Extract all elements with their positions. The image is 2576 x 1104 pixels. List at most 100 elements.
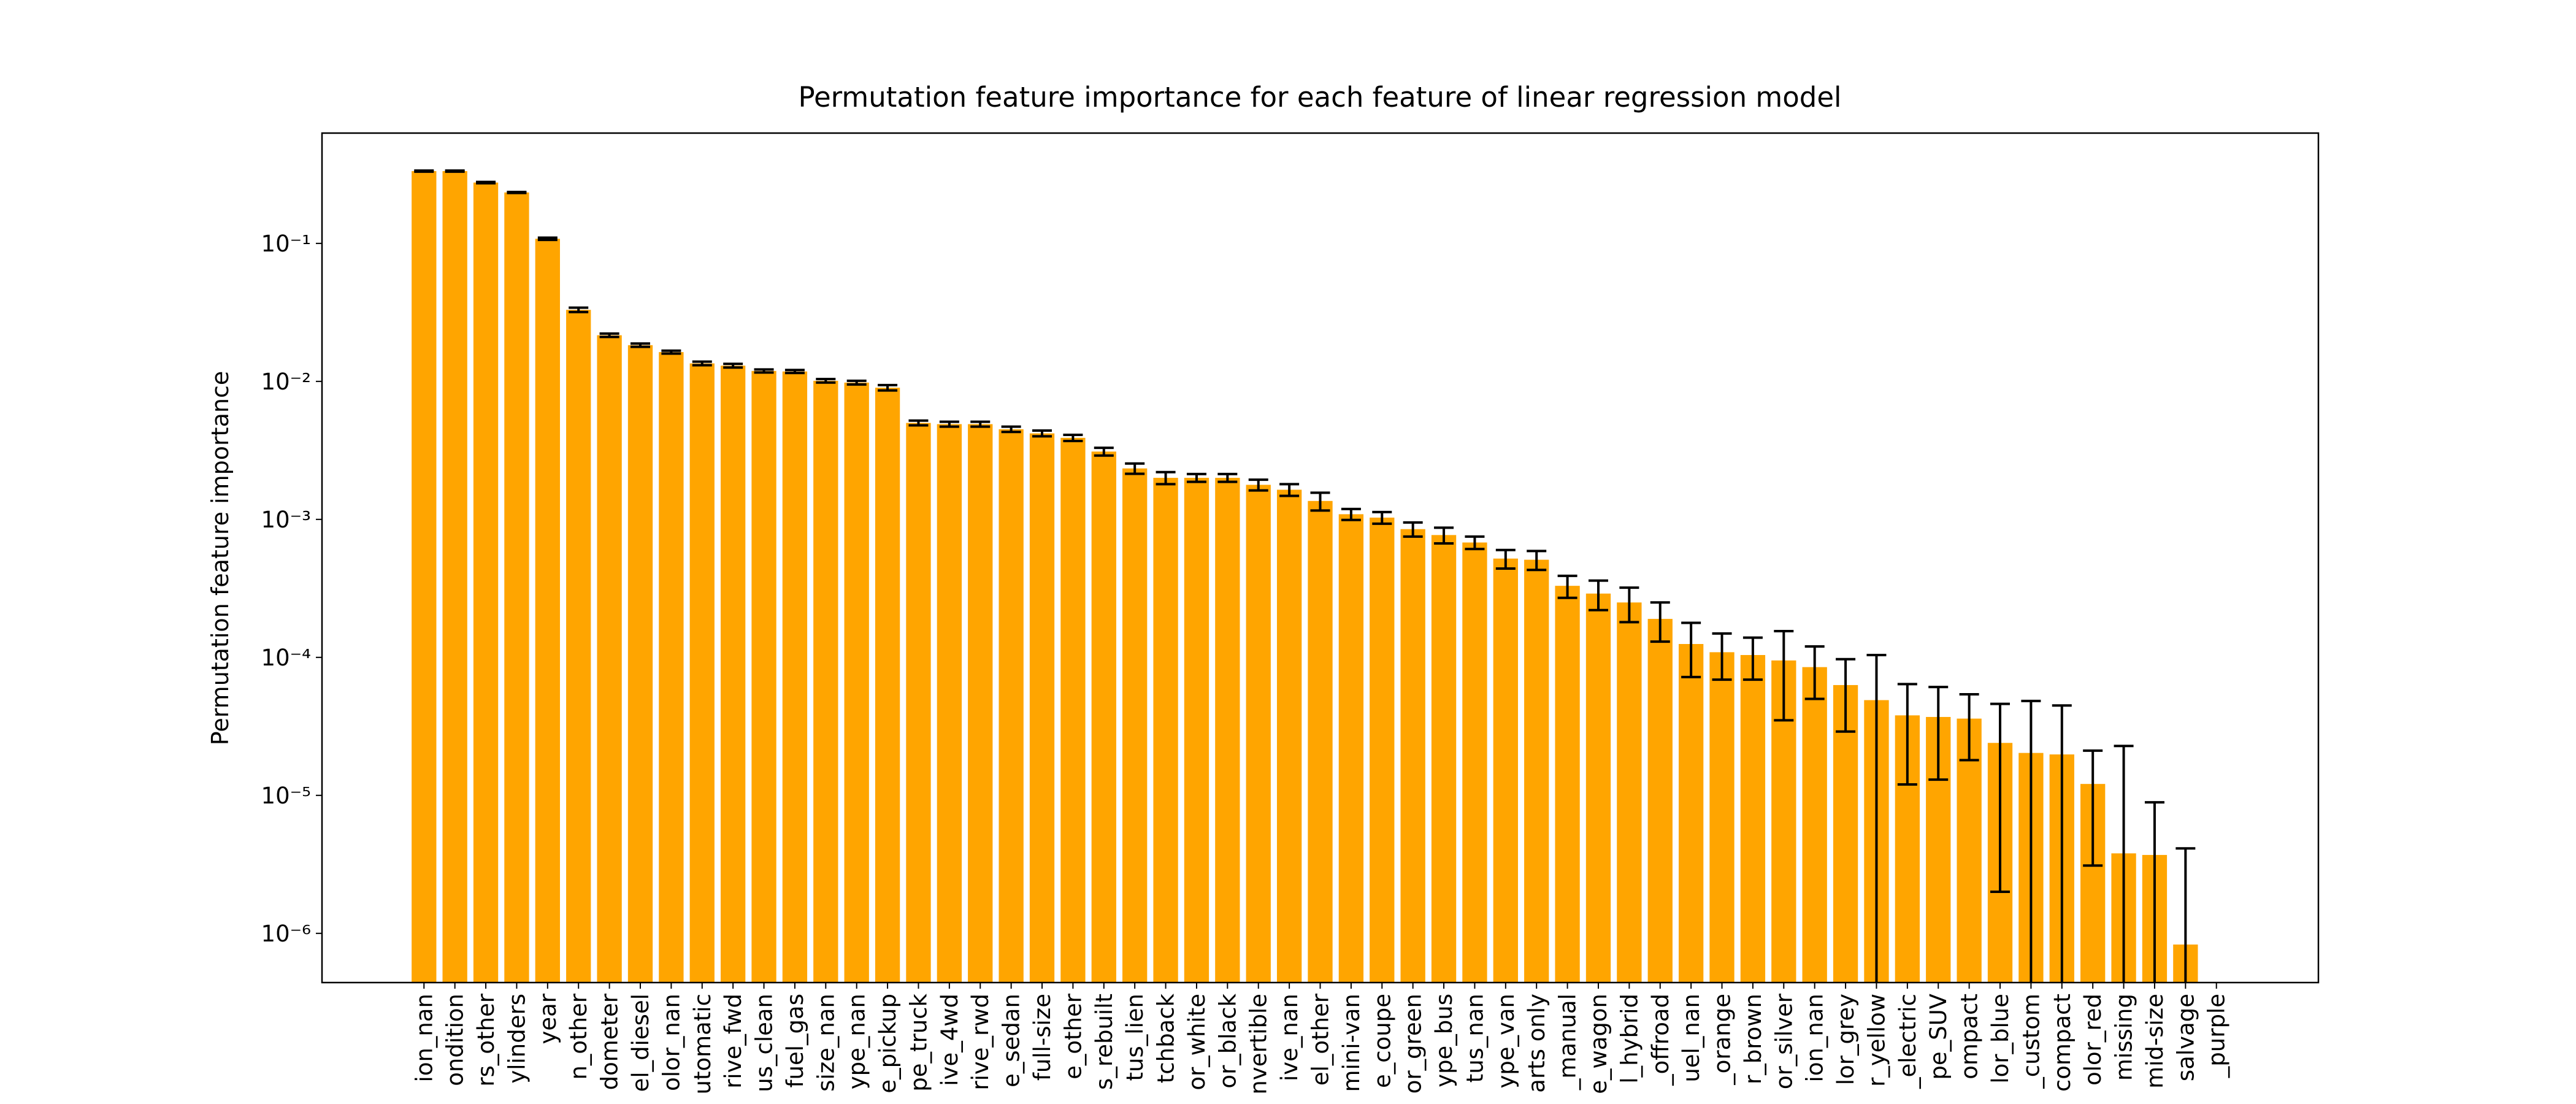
bar [1060,437,1086,983]
bar [1493,558,1518,983]
bar [1338,514,1364,983]
x-tick-label: us_clean [751,994,778,1092]
x-tick-label: e_wagon [1585,994,1612,1094]
bar [1029,433,1055,983]
x-tick-label: lor_blue [1987,994,2014,1084]
x-tick-label: size_nan [813,994,839,1092]
bar [937,424,962,983]
x-tick-label: ive_4wd [937,994,963,1086]
x-tick-label: tus_nan [1462,994,1488,1083]
bar [627,345,653,983]
x-tick-label: _purple [2204,994,2230,1078]
x-tick-label: tus_lien [1122,994,1148,1081]
x-tick-label: e_pickup [875,994,901,1094]
x-tick-label: lor_grey [1833,994,1859,1085]
bar [906,423,931,983]
x-tick-label: s_rebuilt [1091,994,1117,1090]
x-tick-label: rs_other [473,993,499,1086]
x-tick-label: _offroad [1647,994,1674,1086]
y-tick-label: 10⁻⁴ [261,645,311,671]
bar [1276,489,1302,983]
x-tick-label: salvage [2172,994,2199,1081]
x-tick-label: _custom [2018,994,2044,1089]
x-tick-label: uel_nan [1678,994,1704,1083]
x-tick-label: e_other [1060,993,1086,1079]
bar [844,382,869,983]
x-tick-label: r_brown [1740,994,1766,1084]
bar [1957,718,1982,983]
x-tick-label: ype_van [1493,994,1519,1089]
bar [1740,654,1766,983]
x-tick-label: ion_nan [1802,994,1828,1082]
x-tick-label: or_green [1400,994,1427,1094]
x-tick-label: el_other [1308,993,1334,1086]
x-tick-label: rive_fwd [720,994,746,1089]
bar [442,171,467,983]
x-tick-label: ive_nan [1276,994,1303,1081]
bar [1802,667,1827,983]
bar [1091,451,1116,983]
x-tick-label: compact [2049,994,2076,1092]
y-tick-label: 10⁻¹ [261,231,311,257]
x-tick-label: _orange [1709,994,1736,1086]
x-tick-label: ondition [442,994,469,1086]
x-tick-label: n_other [565,993,592,1079]
bar [1709,652,1735,983]
bar [689,363,715,983]
bar [1617,602,1642,983]
y-axis-label: Permutation feature importance [207,371,234,745]
bar [751,370,776,983]
bar [1585,593,1611,983]
x-tick-label: e_sedan [999,994,1025,1087]
x-tick-label: nvertible [1246,994,1272,1095]
bar [813,380,838,983]
x-tick-label: year [535,993,561,1044]
x-tick-label: pe_SUV [1925,994,1952,1080]
x-tick-label: r_yellow [1863,994,1890,1087]
bar [1431,535,1457,983]
x-tick-label: fuel_gas [782,994,808,1087]
x-tick-label: or_black [1214,993,1241,1088]
bar [1370,517,1395,983]
x-tick-label: rive_rwd [967,994,994,1091]
bar [1184,478,1209,983]
bar [412,171,437,983]
y-tick-label: 10⁻³ [261,507,311,533]
x-tick-label: utomatic [689,994,716,1094]
x-tick-label: ylinders [504,994,530,1084]
y-tick-label: 10⁻⁵ [261,783,311,809]
x-tick-label: mid-size [2142,994,2168,1089]
bar [597,335,622,983]
bar [782,371,808,983]
x-tick-label: pe_truck [905,993,932,1091]
x-tick-label: missing [2111,994,2137,1081]
x-tick-label: or_silver [1771,993,1797,1089]
bar [659,352,684,983]
x-tick-label: _manual [1555,994,1581,1091]
bar [1555,586,1580,983]
bar [1647,619,1673,983]
y-tick-label: 10⁻⁶ [261,921,311,947]
x-tick-label: el_diesel [627,994,654,1092]
bar [1215,478,1240,983]
bar [1678,644,1704,983]
x-tick-label: _electric [1895,994,1921,1089]
bar [1246,485,1271,983]
x-tick-label: or_white [1184,994,1210,1091]
x-tick-label: olor_red [2080,994,2106,1086]
x-tick-label: ion_nan [411,994,437,1082]
bar [535,239,560,983]
x-tick-label: olor_nan [658,994,684,1091]
x-tick-label: l_hybrid [1616,994,1643,1084]
bar [1308,500,1333,983]
bar [1462,542,1487,983]
bar [720,366,746,983]
chart-title: Permutation feature importance for each … [798,81,1841,113]
bar [968,424,993,983]
bar [1833,684,1858,983]
x-tick-label: mini-van [1338,994,1365,1092]
bar [875,388,900,983]
y-tick-label: 10⁻² [261,369,311,395]
bar [504,192,529,983]
